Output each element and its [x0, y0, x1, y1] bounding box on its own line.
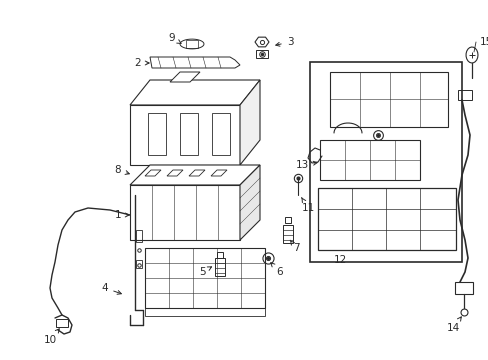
Bar	[136, 260, 142, 268]
Bar	[180, 113, 198, 155]
Text: 14: 14	[446, 317, 460, 333]
Bar	[256, 50, 267, 58]
Polygon shape	[180, 39, 203, 49]
Polygon shape	[167, 170, 183, 176]
Text: 7: 7	[289, 240, 299, 253]
Polygon shape	[130, 80, 260, 105]
Text: 11: 11	[301, 198, 314, 213]
Text: 15: 15	[479, 37, 488, 47]
Text: 13: 13	[295, 160, 317, 170]
Bar	[148, 113, 165, 155]
Polygon shape	[189, 170, 204, 176]
Polygon shape	[254, 37, 268, 47]
Bar	[457, 90, 471, 100]
Text: 10: 10	[43, 329, 59, 345]
Polygon shape	[465, 47, 477, 63]
Text: 1: 1	[115, 210, 129, 220]
Text: 6: 6	[270, 263, 283, 277]
Bar	[145, 308, 264, 316]
Polygon shape	[145, 170, 161, 176]
Bar	[215, 258, 224, 276]
Text: 5: 5	[198, 267, 211, 277]
Bar	[56, 319, 68, 327]
Polygon shape	[150, 57, 240, 68]
Polygon shape	[130, 165, 260, 185]
Bar	[319, 140, 419, 180]
Bar	[309, 62, 461, 262]
Bar	[136, 230, 142, 242]
Polygon shape	[130, 185, 240, 240]
Text: 8: 8	[115, 165, 129, 175]
Polygon shape	[170, 72, 200, 82]
Bar	[317, 188, 455, 250]
Polygon shape	[240, 165, 260, 240]
Text: 2: 2	[134, 58, 149, 68]
Text: 4: 4	[102, 283, 121, 294]
Bar	[185, 40, 198, 48]
Text: 9: 9	[168, 33, 181, 44]
Polygon shape	[210, 170, 226, 176]
Polygon shape	[130, 105, 240, 165]
Text: 3: 3	[275, 37, 293, 47]
Bar	[329, 72, 447, 127]
Bar	[283, 225, 292, 243]
Bar	[145, 248, 264, 308]
Text: 12: 12	[333, 255, 346, 265]
Bar	[454, 282, 472, 294]
Bar	[212, 113, 229, 155]
Polygon shape	[240, 80, 260, 165]
